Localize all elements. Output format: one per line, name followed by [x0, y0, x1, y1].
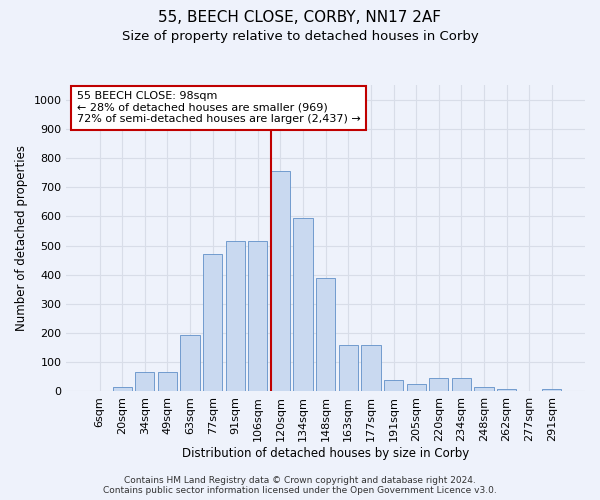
- Bar: [271, 171, 290, 392]
- Text: Size of property relative to detached houses in Corby: Size of property relative to detached ho…: [122, 30, 478, 43]
- Bar: [407, 384, 426, 392]
- Bar: [203, 254, 222, 392]
- Bar: [113, 387, 132, 392]
- Text: 55 BEECH CLOSE: 98sqm
← 28% of detached houses are smaller (969)
72% of semi-det: 55 BEECH CLOSE: 98sqm ← 28% of detached …: [77, 91, 361, 124]
- Bar: [361, 345, 380, 392]
- Bar: [316, 278, 335, 392]
- Bar: [429, 378, 448, 392]
- Bar: [542, 388, 562, 392]
- Bar: [181, 334, 200, 392]
- Bar: [158, 372, 177, 392]
- Bar: [452, 378, 471, 392]
- Bar: [135, 372, 154, 392]
- X-axis label: Distribution of detached houses by size in Corby: Distribution of detached houses by size …: [182, 447, 469, 460]
- Y-axis label: Number of detached properties: Number of detached properties: [15, 145, 28, 331]
- Bar: [497, 388, 516, 392]
- Bar: [384, 380, 403, 392]
- Bar: [475, 387, 494, 392]
- Bar: [226, 241, 245, 392]
- Bar: [293, 218, 313, 392]
- Bar: [339, 345, 358, 392]
- Text: 55, BEECH CLOSE, CORBY, NN17 2AF: 55, BEECH CLOSE, CORBY, NN17 2AF: [158, 10, 442, 25]
- Bar: [248, 241, 268, 392]
- Text: Contains HM Land Registry data © Crown copyright and database right 2024.
Contai: Contains HM Land Registry data © Crown c…: [103, 476, 497, 495]
